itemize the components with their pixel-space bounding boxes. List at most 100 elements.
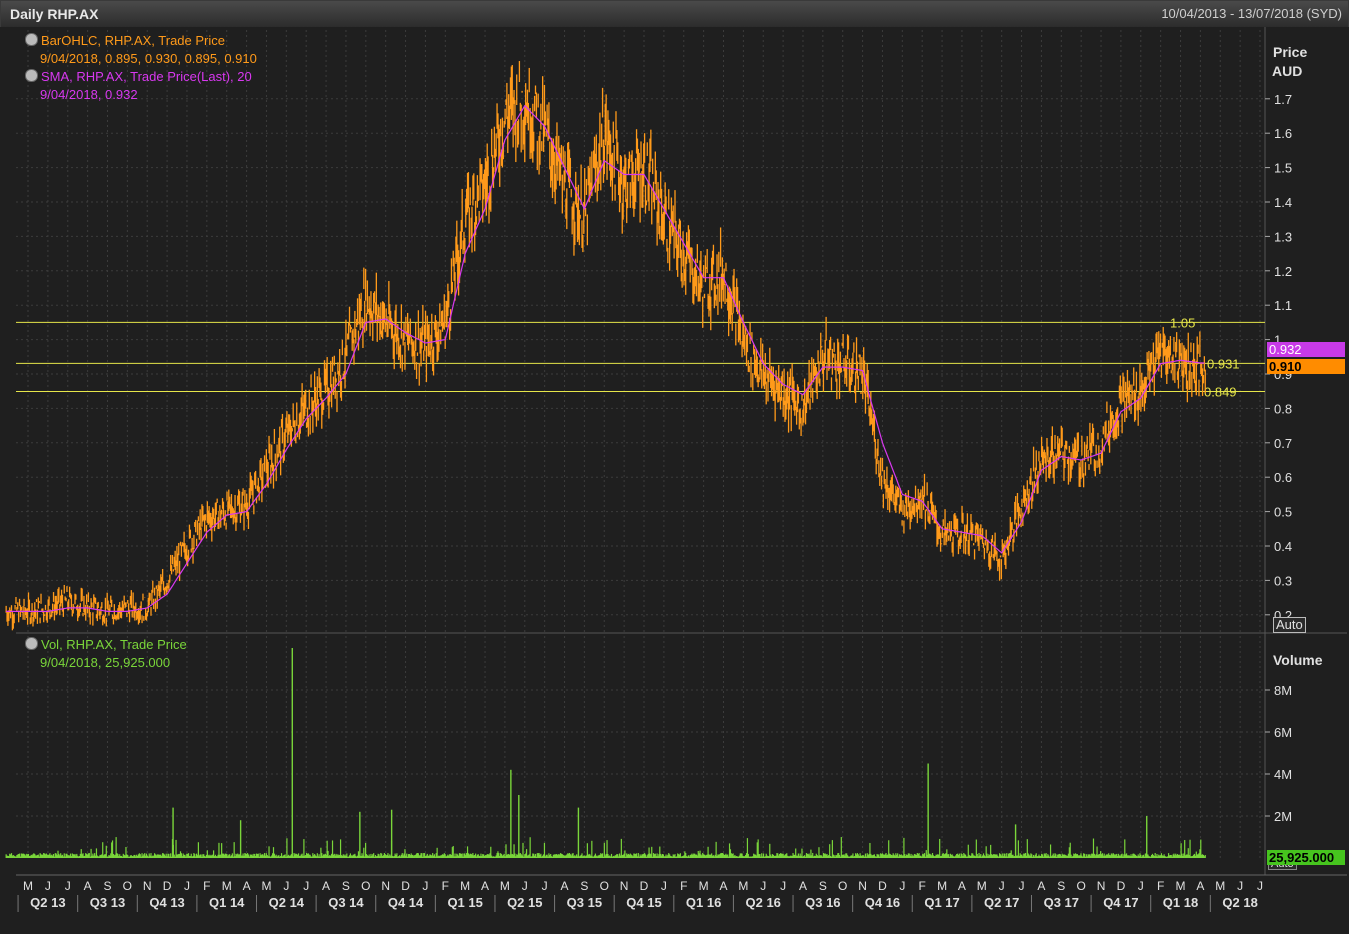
legend-volume-label: Vol, RHP.AX, Trade Price <box>41 637 187 652</box>
x-month-label: A <box>322 879 330 893</box>
x-quarter-label: Q2 16 <box>746 895 781 910</box>
x-month-label: J <box>184 879 190 893</box>
y-tick-label: 0.6 <box>1274 470 1292 485</box>
legend-ohlc-label: BarOHLC, RHP.AX, Trade Price <box>41 33 225 48</box>
x-month-label: J <box>999 879 1005 893</box>
x-month-label: A <box>561 879 569 893</box>
date-range: 10/04/2013 - 13/07/2018 (SYD) <box>1161 6 1342 21</box>
volume-tick-label: 8M <box>1274 683 1292 698</box>
x-month-label: D <box>163 879 172 893</box>
x-month-label: M <box>699 879 709 893</box>
y-tick-label: 0.5 <box>1274 505 1292 520</box>
legend-ohlc[interactable]: BarOHLC, RHP.AX, Trade Price <box>25 32 257 50</box>
x-month-label: D <box>640 879 649 893</box>
x-month-label: O <box>361 879 370 893</box>
x-quarter-label: Q3 13 <box>90 895 125 910</box>
x-month-label: M <box>261 879 271 893</box>
x-month-label: J <box>522 879 528 893</box>
x-month-label: F <box>1157 879 1164 893</box>
y-tick-label: 1.7 <box>1274 92 1292 107</box>
x-month-label: J <box>283 879 289 893</box>
y-tick-label: 0.8 <box>1274 401 1292 416</box>
price-last-tag: 0.910 <box>1267 359 1345 374</box>
x-month-label: O <box>1076 879 1085 893</box>
reference-label: 0.849 <box>1204 385 1237 400</box>
x-month-label: A <box>719 879 727 893</box>
x-month-label: A <box>84 879 92 893</box>
plot-background <box>0 27 1349 934</box>
x-month-label: J <box>1019 879 1025 893</box>
x-month-label: S <box>103 879 111 893</box>
legend-sma[interactable]: SMA, RHP.AX, Trade Price(Last), 20 <box>25 68 257 86</box>
x-month-label: D <box>878 879 887 893</box>
x-month-label: F <box>680 879 687 893</box>
info-icon[interactable] <box>25 33 38 46</box>
x-month-label: D <box>401 879 410 893</box>
volume-tick-label: 4M <box>1274 767 1292 782</box>
x-month-label: M <box>500 879 510 893</box>
volume-tick-label: 2M <box>1274 809 1292 824</box>
x-month-label: F <box>442 879 449 893</box>
x-month-label: M <box>222 879 232 893</box>
y-tick-label: 1.4 <box>1274 195 1292 210</box>
volume-last-tag: 25,925.000 <box>1267 850 1345 865</box>
x-month-label: O <box>600 879 609 893</box>
y-tick-label: 0.7 <box>1274 436 1292 451</box>
x-month-label: J <box>422 879 428 893</box>
x-quarter-label: Q1 16 <box>686 895 721 910</box>
x-quarter-label: Q2 14 <box>269 895 305 910</box>
x-month-label: A <box>1196 879 1204 893</box>
info-icon[interactable] <box>25 637 38 650</box>
x-month-label: J <box>45 879 51 893</box>
x-quarter-label: Q3 16 <box>805 895 840 910</box>
y-tick-label: 1.5 <box>1274 161 1292 176</box>
x-quarter-label: Q1 17 <box>924 895 959 910</box>
x-quarter-label: Q3 17 <box>1044 895 1079 910</box>
sma-line <box>6 104 1205 612</box>
x-month-label: M <box>1176 879 1186 893</box>
x-quarter-label: Q4 14 <box>388 895 424 910</box>
x-month-label: F <box>919 879 926 893</box>
x-month-label: M <box>937 879 947 893</box>
volume-legend: Vol, RHP.AX, Trade Price 9/04/2018, 25,9… <box>25 636 187 672</box>
reference-label: 0.931 <box>1207 356 1240 371</box>
x-month-label: S <box>580 879 588 893</box>
x-month-label: M <box>977 879 987 893</box>
x-quarter-label: Q1 18 <box>1163 895 1198 910</box>
x-month-label: J <box>780 879 786 893</box>
y-tick-label: 1.6 <box>1274 126 1292 141</box>
price-axis-unit: AUD <box>1272 63 1303 79</box>
x-month-label: J <box>542 879 548 893</box>
x-month-label: N <box>1097 879 1106 893</box>
volume-tick-label: 6M <box>1274 725 1292 740</box>
x-quarter-label: Q2 18 <box>1222 895 1257 910</box>
x-month-label: M <box>23 879 33 893</box>
price-axis-title: Price <box>1273 44 1308 60</box>
x-month-label: N <box>381 879 390 893</box>
x-quarter-label: Q2 17 <box>984 895 1019 910</box>
x-month-label: A <box>1037 879 1045 893</box>
price-legend: BarOHLC, RHP.AX, Trade Price 9/04/2018, … <box>25 32 257 104</box>
x-month-label: J <box>303 879 309 893</box>
x-month-label: J <box>1257 879 1263 893</box>
x-quarter-label: Q3 15 <box>567 895 602 910</box>
x-month-label: N <box>858 879 867 893</box>
x-month-label: J <box>760 879 766 893</box>
y-tick-label: 0.4 <box>1274 539 1292 554</box>
auto-scale-button[interactable]: Auto <box>1273 617 1306 633</box>
x-month-label: N <box>620 879 629 893</box>
x-month-label: A <box>243 879 251 893</box>
x-month-label: J <box>899 879 905 893</box>
x-month-label: J <box>661 879 667 893</box>
legend-ohlc-values: 9/04/2018, 0.895, 0.930, 0.895, 0.910 <box>40 51 257 66</box>
y-tick-label: 1 <box>1274 333 1281 348</box>
x-quarter-label: Q2 15 <box>507 895 542 910</box>
x-quarter-label: Q3 14 <box>328 895 364 910</box>
x-quarter-label: Q2 13 <box>30 895 65 910</box>
legend-sma-label: SMA, RHP.AX, Trade Price(Last), 20 <box>41 69 252 84</box>
info-icon[interactable] <box>25 69 38 82</box>
x-quarter-label: Q4 13 <box>149 895 184 910</box>
reference-label: 1.05 <box>1170 315 1195 330</box>
legend-volume[interactable]: Vol, RHP.AX, Trade Price <box>25 636 187 654</box>
